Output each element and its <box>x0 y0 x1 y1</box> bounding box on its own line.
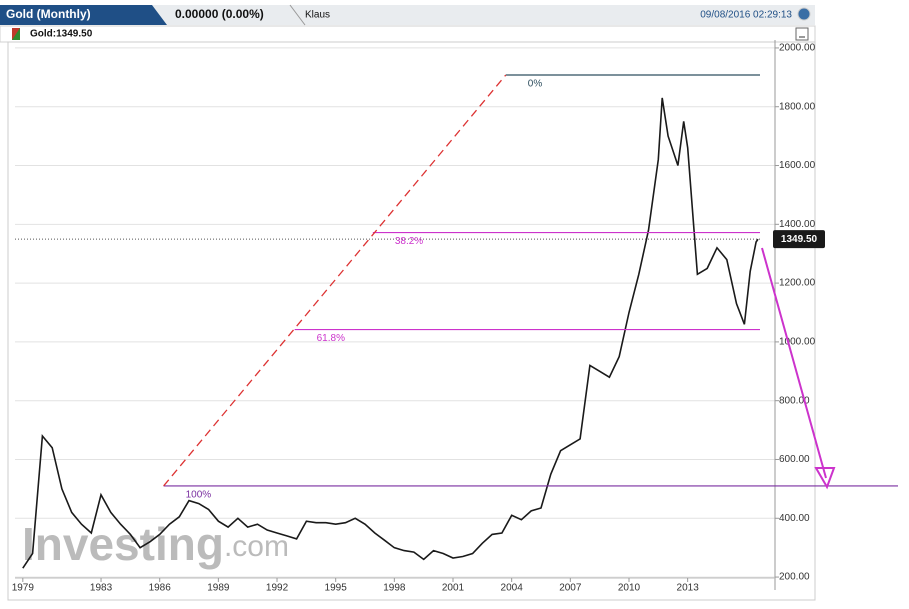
divider <box>289 4 306 26</box>
fib-label: 38.2% <box>395 236 423 247</box>
x-tick-label: 1995 <box>325 583 348 594</box>
x-tick-label: 1986 <box>149 583 172 594</box>
price-line <box>22 97 759 569</box>
watermark: Investing.com <box>22 518 289 570</box>
y-tick-label: 200.00 <box>779 572 810 583</box>
timestamp: 09/08/2016 02:29:13 <box>700 10 792 21</box>
last-price-box <box>773 230 825 249</box>
projection-arrow <box>761 247 827 479</box>
y-tick-label: 1200.00 <box>779 278 816 289</box>
last-price-label: 1349.50 <box>781 234 818 245</box>
x-tick-label: 1989 <box>207 583 230 594</box>
trendline <box>163 74 507 487</box>
y-tick-label: 1600.00 <box>779 160 816 171</box>
watermark-suffix: .com <box>224 530 289 563</box>
x-tick-label: 2010 <box>618 583 641 594</box>
tab-title: Gold (Monthly) <box>6 7 91 21</box>
user: Klaus <box>305 10 330 21</box>
x-tick-label: 2013 <box>677 583 700 594</box>
header-bar <box>0 5 815 25</box>
x-tick-label: 1992 <box>266 583 289 594</box>
x-tick-label: 1998 <box>383 583 406 594</box>
change: 0.00000 (0.00%) <box>175 7 264 21</box>
x-tick-label: 2007 <box>559 583 582 594</box>
legend-icon-part <box>12 28 20 40</box>
refresh-button[interactable] <box>797 7 811 21</box>
x-tick-label: 1979 <box>12 583 35 594</box>
y-tick-label: 2000.00 <box>779 43 816 54</box>
x-tick-label: 1983 <box>90 583 113 594</box>
x-tick-label: 2001 <box>442 583 465 594</box>
fib-label: 61.8% <box>317 333 345 344</box>
y-tick-label: 1000.00 <box>779 337 816 348</box>
plot-frame <box>7 41 816 601</box>
header-tab[interactable] <box>0 5 167 25</box>
y-tick-label: 400.00 <box>779 513 810 524</box>
x-tick-label: 2004 <box>501 583 524 594</box>
y-tick-label: 1800.00 <box>779 101 816 112</box>
legend-bar <box>0 25 816 43</box>
fib-label: 100% <box>186 490 212 501</box>
y-tick-label: 600.00 <box>779 454 810 465</box>
minimize-button[interactable] <box>795 27 809 41</box>
arrow-head <box>814 467 836 490</box>
y-tick-label: 800.00 <box>779 395 810 406</box>
fib-label: 0% <box>528 79 543 90</box>
legend-text: Gold:1349.50 <box>30 29 93 40</box>
y-tick-label: 1400.00 <box>779 219 816 230</box>
